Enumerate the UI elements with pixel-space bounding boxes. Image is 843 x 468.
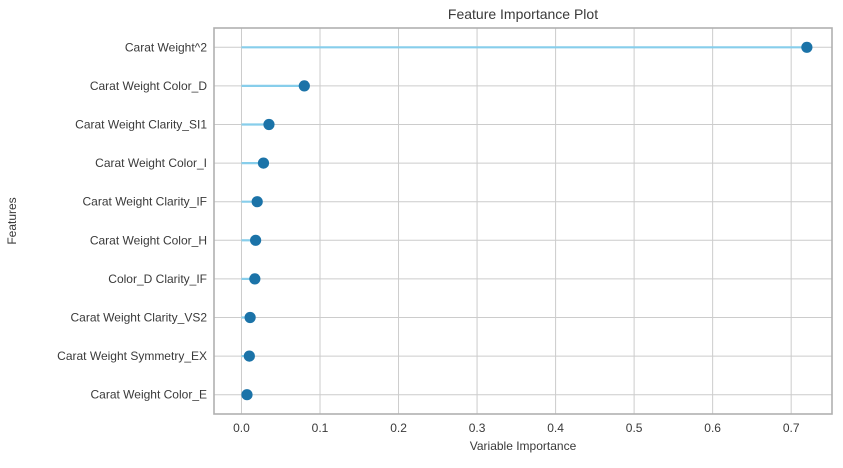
dot <box>257 157 270 169</box>
dot <box>250 234 262 246</box>
y-tick-label: Carat Weight Clarity_IF <box>83 195 207 209</box>
plot-border <box>213 27 833 415</box>
dot <box>801 41 813 53</box>
x-tick-label: 0.7 <box>783 421 800 435</box>
dot <box>263 118 275 131</box>
y-tick-label: Carat Weight Color_E <box>91 388 208 402</box>
dot <box>249 273 261 285</box>
x-tick-label: 0.6 <box>704 421 721 435</box>
x-tick-label: 0.4 <box>547 421 564 435</box>
x-tick-label: 0.1 <box>312 421 329 435</box>
y-tick-label: Carat Weight Symmetry_EX <box>57 349 207 363</box>
y-tick-label: Carat Weight Color_I <box>95 156 207 170</box>
x-tick-label: 0.5 <box>626 421 643 435</box>
dot <box>251 196 263 208</box>
chart-title: Feature Importance Plot <box>447 6 599 22</box>
y-tick-label: Carat Weight Clarity_VS2 <box>71 311 208 325</box>
dot <box>298 80 310 92</box>
y-axis-label: Features <box>5 197 19 245</box>
y-tick-label: Carat Weight Clarity_SI1 <box>75 118 207 132</box>
y-tick-label: Color_D Clarity_IF <box>108 272 207 286</box>
x-tick-label: 0.3 <box>469 421 486 435</box>
dot <box>243 350 255 362</box>
x-tick-label: 0.0 <box>233 421 250 435</box>
y-tick-label: Carat Weight^2 <box>125 40 207 54</box>
x-axis-label: Variable Importance <box>469 439 577 453</box>
dot <box>241 389 253 401</box>
x-tick-label: 0.2 <box>390 421 407 435</box>
dot <box>244 311 256 324</box>
y-tick-label: Carat Weight Color_D <box>90 79 207 93</box>
y-tick-label: Carat Weight Color_H <box>90 233 207 247</box>
